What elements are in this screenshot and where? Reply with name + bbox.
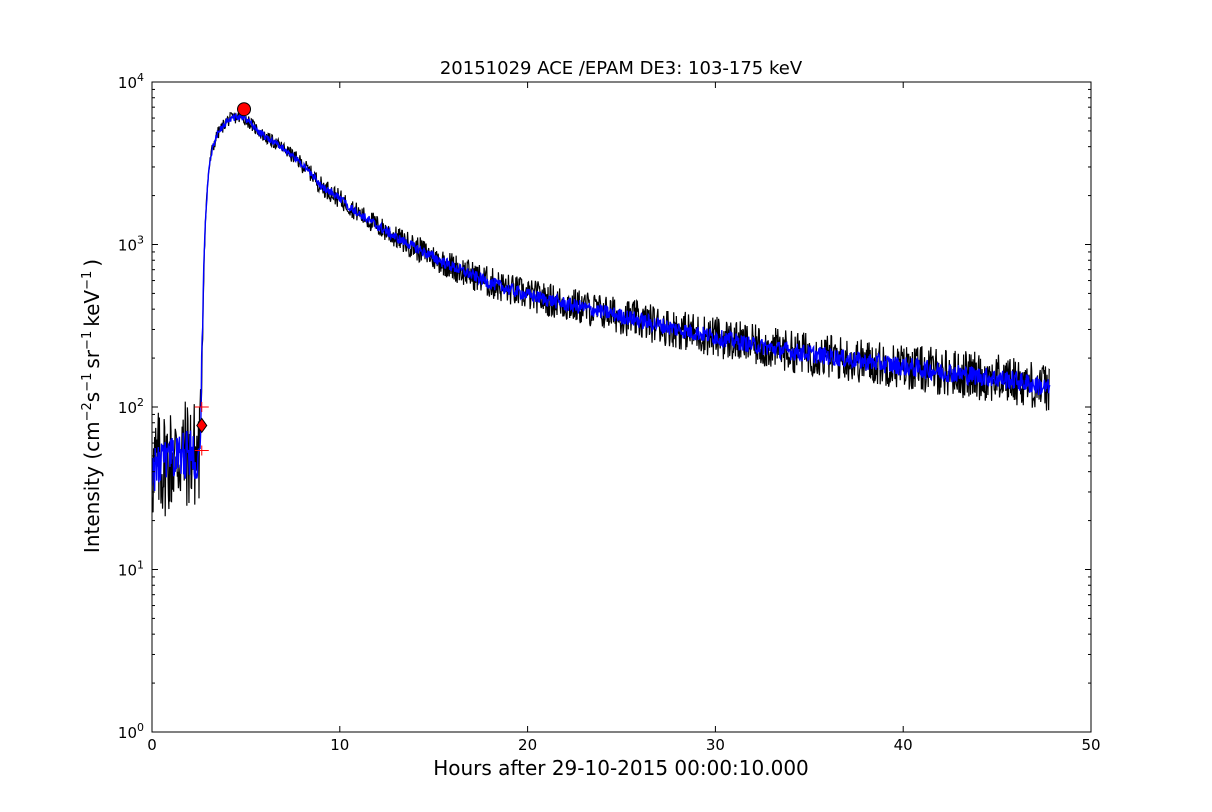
plus-marker-2 [194,402,209,412]
chart-title: 20151029 ACE /EPAM DE3: 103-175 keV [440,58,803,79]
y-tick-label: 100 [118,721,144,742]
x-tick-label: 40 [894,736,913,754]
series-layer [152,111,1051,517]
x-tick-label: 0 [147,736,157,754]
plot-area [152,102,1051,517]
y-label-sup2: −1 [80,373,95,392]
x-tick-label: 10 [330,736,349,754]
x-axis-ticks: 0 10 20 30 40 50 [147,82,1101,754]
y-label-mid2: sr [80,349,104,368]
peak-marker [237,102,252,117]
x-axis-label: Hours after 29-10-2015 00:00:10.000 [433,756,809,780]
y-label-sup1: −2 [80,402,95,421]
y-label-sup3: −1 [80,331,95,350]
x-tick-label: 50 [1081,736,1100,754]
y-label-mid1: s [80,392,104,402]
y-tick-label: 103 [118,234,144,255]
y-tick-label: 102 [118,396,144,417]
y-label-sup4: −1 [80,271,95,290]
y-label-suffix: ) [80,259,104,267]
y-label-mid3: keV [80,290,104,327]
y-label-prefix: Intensity (cm [80,421,104,553]
y-tick-label: 101 [118,559,144,580]
series-line-1 [152,112,1051,491]
plus-marker-3 [194,445,209,456]
onset-marker [196,417,208,434]
x-tick-label: 30 [706,736,725,754]
x-tick-label: 20 [518,736,537,754]
marker-layer [194,102,252,456]
y-axis-label: Intensity (cm−2s−1sr−1keV−1) [80,259,104,553]
y-axis-ticks: 100 101 102 103 104 [118,71,1091,742]
y-tick-label: 104 [118,71,144,92]
